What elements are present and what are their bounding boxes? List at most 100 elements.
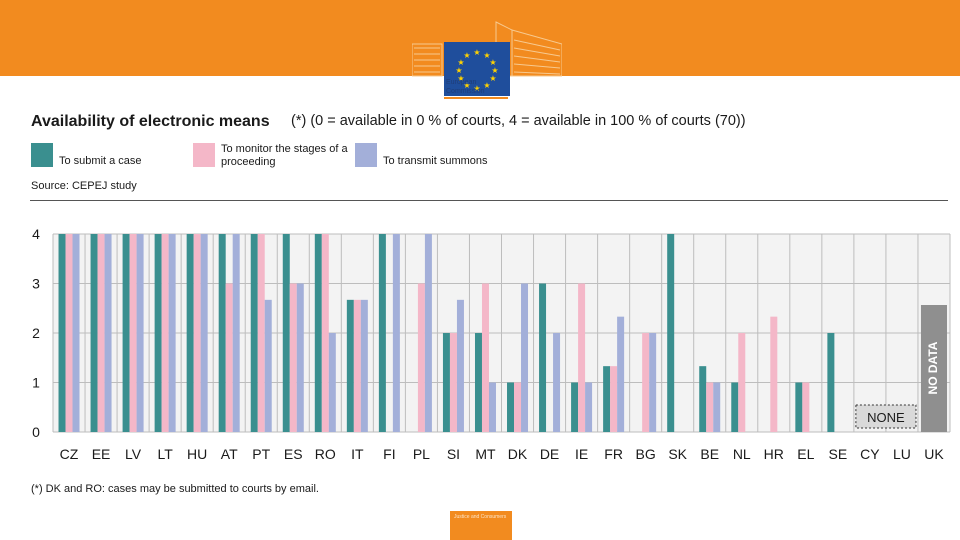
svg-text:★: ★ (491, 66, 498, 75)
bar (539, 283, 547, 432)
bar (353, 299, 361, 432)
legend-label-monitor: To monitor the stages of a proceeding (221, 143, 348, 168)
bar (424, 234, 432, 432)
bar (257, 234, 265, 432)
svg-text:★: ★ (483, 51, 490, 60)
bar (289, 283, 297, 432)
none-label: NONE (867, 410, 905, 425)
bar (442, 333, 450, 432)
bar (282, 234, 290, 432)
x-tick-label: ES (284, 446, 303, 462)
bar (264, 299, 272, 432)
bar (521, 283, 529, 432)
bar (770, 316, 778, 432)
x-tick-label: FI (383, 446, 395, 462)
svg-text:★: ★ (463, 81, 470, 90)
bar (617, 316, 625, 432)
x-tick-label: DK (508, 446, 528, 462)
svg-text:★: ★ (489, 58, 496, 67)
bar (90, 234, 98, 432)
bar (218, 234, 226, 432)
bar (610, 366, 618, 432)
bar (136, 234, 144, 432)
x-tick-label: BG (636, 446, 656, 462)
y-tick-label: 2 (32, 325, 40, 341)
x-tick-label: FR (604, 446, 623, 462)
bar (328, 333, 336, 432)
none-box (855, 404, 917, 429)
x-tick-label: DE (540, 446, 559, 462)
bar (193, 234, 201, 432)
bar (360, 299, 368, 432)
bar (456, 299, 464, 432)
bar (346, 299, 354, 432)
bar (585, 382, 593, 432)
y-tick-label: 0 (32, 424, 40, 440)
x-tick-label: BE (700, 446, 719, 462)
svg-text:★: ★ (489, 74, 496, 83)
bar (553, 333, 561, 432)
bar (104, 234, 112, 432)
bar (713, 382, 721, 432)
x-tick-label: PL (413, 446, 430, 462)
x-tick-label: UK (924, 446, 944, 462)
bar (232, 234, 240, 432)
x-tick-label: CY (860, 446, 880, 462)
legend-label-submit: To submit a case (59, 155, 142, 167)
no-data-column (920, 305, 947, 432)
bar (250, 234, 258, 432)
bar (738, 333, 746, 432)
no-data-label: NO DATA (926, 341, 940, 394)
bar (514, 382, 522, 432)
x-tick-label: HR (764, 446, 784, 462)
bar (154, 234, 162, 432)
bar (731, 382, 739, 432)
bar (122, 234, 130, 432)
bar (488, 382, 496, 432)
x-tick-label: NL (733, 446, 751, 462)
bar (417, 283, 425, 432)
chart-title: Availability of electronic means (31, 113, 270, 130)
x-tick-label: RO (315, 446, 336, 462)
bar (571, 382, 579, 432)
chart-title-note: (*) (0 = available in 0 % of courts, 4 =… (291, 113, 746, 129)
y-tick-label: 1 (32, 375, 40, 391)
commission-logo: ★ ★ ★ ★ ★ ★ ★ ★ ★ ★ ★ ★ (412, 20, 562, 100)
legend-swatch-monitor (193, 143, 215, 167)
legend-label-transmit: To transmit summons (383, 155, 488, 167)
legend-swatch-submit (31, 143, 53, 167)
svg-text:★: ★ (457, 74, 464, 83)
bar (578, 283, 586, 432)
x-tick-label: IE (575, 446, 588, 462)
source-text: Source: CEPEJ study (31, 180, 137, 192)
bar (474, 333, 482, 432)
legend-swatch-transmit (355, 143, 377, 167)
footer-badge (450, 511, 512, 540)
bar (161, 234, 169, 432)
bar (827, 333, 835, 432)
bar (321, 234, 329, 432)
bar (795, 382, 803, 432)
bar (699, 366, 707, 432)
x-tick-label: SI (447, 446, 460, 462)
svg-text:★: ★ (483, 81, 490, 90)
svg-text:★: ★ (473, 84, 480, 93)
x-tick-label: LT (157, 446, 173, 462)
bar (481, 283, 489, 432)
svg-text:★: ★ (473, 48, 480, 57)
footer-label: Justice and Consumers (454, 514, 507, 520)
bar (296, 283, 304, 432)
bar (168, 234, 176, 432)
x-tick-label: CZ (60, 446, 79, 462)
bar (186, 234, 194, 432)
bar (225, 283, 233, 432)
footnote: (*) DK and RO: cases may be submitted to… (31, 483, 319, 495)
bar (378, 234, 386, 432)
bar (649, 333, 657, 432)
x-tick-label: HU (187, 446, 207, 462)
bar (449, 333, 457, 432)
bar (97, 234, 105, 432)
bar (706, 382, 714, 432)
y-tick-label: 4 (32, 226, 40, 242)
